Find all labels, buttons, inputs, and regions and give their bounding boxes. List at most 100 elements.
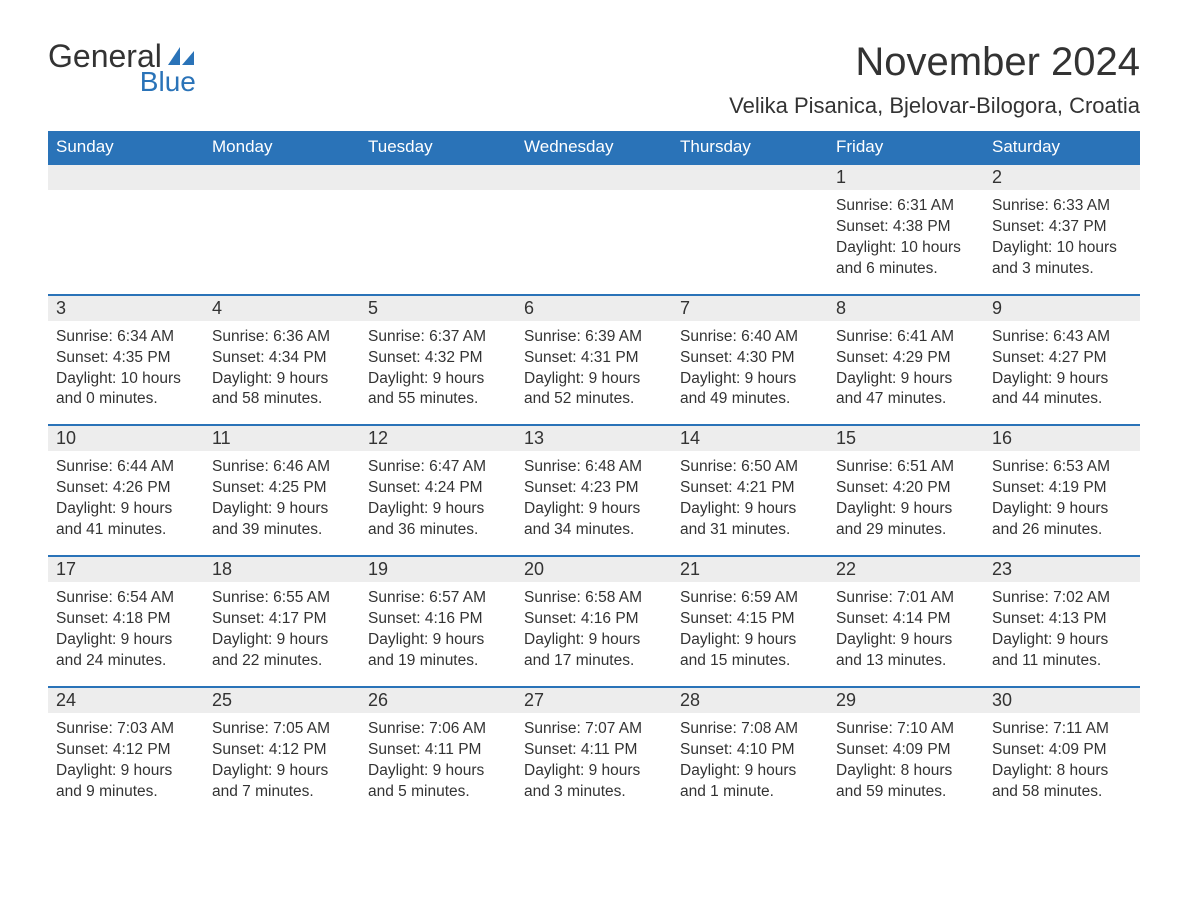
day-number: 25	[204, 686, 360, 713]
daylight-text: and 5 minutes.	[368, 782, 508, 803]
day-cell: 27Sunrise: 7:07 AMSunset: 4:11 PMDayligh…	[516, 686, 672, 803]
sunrise-text: Sunrise: 6:44 AM	[56, 457, 196, 478]
sunrise-text: Sunrise: 7:07 AM	[524, 719, 664, 740]
day-content: Sunrise: 6:48 AMSunset: 4:23 PMDaylight:…	[516, 451, 672, 541]
day-content: Sunrise: 6:51 AMSunset: 4:20 PMDaylight:…	[828, 451, 984, 541]
sunrise-text: Sunrise: 6:33 AM	[992, 196, 1132, 217]
sunset-text: Sunset: 4:21 PM	[680, 478, 820, 499]
day-number: 26	[360, 686, 516, 713]
sunset-text: Sunset: 4:17 PM	[212, 609, 352, 630]
logo: General Blue	[48, 40, 196, 96]
week-row: 10Sunrise: 6:44 AMSunset: 4:26 PMDayligh…	[48, 424, 1140, 541]
day-number: 11	[204, 424, 360, 451]
sunrise-text: Sunrise: 7:03 AM	[56, 719, 196, 740]
sunrise-text: Sunrise: 6:46 AM	[212, 457, 352, 478]
daylight-text: Daylight: 9 hours	[524, 499, 664, 520]
location-text: Velika Pisanica, Bjelovar-Bilogora, Croa…	[729, 93, 1140, 119]
daylight-text: and 7 minutes.	[212, 782, 352, 803]
day-content: Sunrise: 7:02 AMSunset: 4:13 PMDaylight:…	[984, 582, 1140, 672]
daylight-text: and 55 minutes.	[368, 389, 508, 410]
day-content: Sunrise: 6:54 AMSunset: 4:18 PMDaylight:…	[48, 582, 204, 672]
sunrise-text: Sunrise: 6:37 AM	[368, 327, 508, 348]
day-cell: 25Sunrise: 7:05 AMSunset: 4:12 PMDayligh…	[204, 686, 360, 803]
weekday-label: Tuesday	[360, 131, 516, 163]
weeks-container: 1Sunrise: 6:31 AMSunset: 4:38 PMDaylight…	[48, 163, 1140, 802]
day-content: Sunrise: 7:08 AMSunset: 4:10 PMDaylight:…	[672, 713, 828, 803]
daylight-text: and 29 minutes.	[836, 520, 976, 541]
header-row: General Blue November 2024 Velika Pisani…	[48, 40, 1140, 119]
day-content: Sunrise: 6:34 AMSunset: 4:35 PMDaylight:…	[48, 321, 204, 411]
day-number: 3	[48, 294, 204, 321]
day-cell	[672, 163, 828, 280]
weekday-header: Sunday Monday Tuesday Wednesday Thursday…	[48, 131, 1140, 163]
sunrise-text: Sunrise: 6:53 AM	[992, 457, 1132, 478]
day-content: Sunrise: 6:47 AMSunset: 4:24 PMDaylight:…	[360, 451, 516, 541]
daylight-text: and 6 minutes.	[836, 259, 976, 280]
sunset-text: Sunset: 4:32 PM	[368, 348, 508, 369]
day-cell: 15Sunrise: 6:51 AMSunset: 4:20 PMDayligh…	[828, 424, 984, 541]
calendar: Sunday Monday Tuesday Wednesday Thursday…	[48, 131, 1140, 802]
sunset-text: Sunset: 4:12 PM	[212, 740, 352, 761]
day-cell: 23Sunrise: 7:02 AMSunset: 4:13 PMDayligh…	[984, 555, 1140, 672]
day-cell: 16Sunrise: 6:53 AMSunset: 4:19 PMDayligh…	[984, 424, 1140, 541]
daylight-text: and 52 minutes.	[524, 389, 664, 410]
day-cell: 14Sunrise: 6:50 AMSunset: 4:21 PMDayligh…	[672, 424, 828, 541]
day-number: 6	[516, 294, 672, 321]
day-cell: 29Sunrise: 7:10 AMSunset: 4:09 PMDayligh…	[828, 686, 984, 803]
weekday-label: Sunday	[48, 131, 204, 163]
day-number: 28	[672, 686, 828, 713]
day-content: Sunrise: 6:31 AMSunset: 4:38 PMDaylight:…	[828, 190, 984, 280]
weekday-label: Saturday	[984, 131, 1140, 163]
day-content: Sunrise: 6:44 AMSunset: 4:26 PMDaylight:…	[48, 451, 204, 541]
daylight-text: Daylight: 9 hours	[680, 369, 820, 390]
daylight-text: and 24 minutes.	[56, 651, 196, 672]
sunrise-text: Sunrise: 6:55 AM	[212, 588, 352, 609]
daylight-text: and 9 minutes.	[56, 782, 196, 803]
daylight-text: Daylight: 9 hours	[212, 369, 352, 390]
day-content: Sunrise: 6:55 AMSunset: 4:17 PMDaylight:…	[204, 582, 360, 672]
sunset-text: Sunset: 4:11 PM	[524, 740, 664, 761]
daylight-text: and 13 minutes.	[836, 651, 976, 672]
daylight-text: Daylight: 9 hours	[56, 630, 196, 651]
sunset-text: Sunset: 4:11 PM	[368, 740, 508, 761]
sunrise-text: Sunrise: 6:59 AM	[680, 588, 820, 609]
day-number-band	[672, 163, 828, 190]
day-cell	[516, 163, 672, 280]
sunset-text: Sunset: 4:12 PM	[56, 740, 196, 761]
day-number: 29	[828, 686, 984, 713]
week-row: 17Sunrise: 6:54 AMSunset: 4:18 PMDayligh…	[48, 555, 1140, 672]
day-content: Sunrise: 7:07 AMSunset: 4:11 PMDaylight:…	[516, 713, 672, 803]
sunrise-text: Sunrise: 6:54 AM	[56, 588, 196, 609]
sunset-text: Sunset: 4:14 PM	[836, 609, 976, 630]
daylight-text: and 58 minutes.	[992, 782, 1132, 803]
sunset-text: Sunset: 4:16 PM	[524, 609, 664, 630]
sunset-text: Sunset: 4:24 PM	[368, 478, 508, 499]
daylight-text: Daylight: 9 hours	[368, 761, 508, 782]
sunset-text: Sunset: 4:26 PM	[56, 478, 196, 499]
sunrise-text: Sunrise: 6:51 AM	[836, 457, 976, 478]
day-content: Sunrise: 7:11 AMSunset: 4:09 PMDaylight:…	[984, 713, 1140, 803]
daylight-text: and 15 minutes.	[680, 651, 820, 672]
sunrise-text: Sunrise: 7:06 AM	[368, 719, 508, 740]
day-number: 7	[672, 294, 828, 321]
weekday-label: Monday	[204, 131, 360, 163]
sunrise-text: Sunrise: 6:31 AM	[836, 196, 976, 217]
day-content: Sunrise: 6:33 AMSunset: 4:37 PMDaylight:…	[984, 190, 1140, 280]
day-cell: 2Sunrise: 6:33 AMSunset: 4:37 PMDaylight…	[984, 163, 1140, 280]
sunrise-text: Sunrise: 6:47 AM	[368, 457, 508, 478]
day-number: 13	[516, 424, 672, 451]
daylight-text: Daylight: 10 hours	[992, 238, 1132, 259]
daylight-text: and 3 minutes.	[992, 259, 1132, 280]
sunrise-text: Sunrise: 6:36 AM	[212, 327, 352, 348]
daylight-text: and 39 minutes.	[212, 520, 352, 541]
sunrise-text: Sunrise: 6:40 AM	[680, 327, 820, 348]
daylight-text: Daylight: 9 hours	[368, 369, 508, 390]
day-cell: 9Sunrise: 6:43 AMSunset: 4:27 PMDaylight…	[984, 294, 1140, 411]
day-cell: 28Sunrise: 7:08 AMSunset: 4:10 PMDayligh…	[672, 686, 828, 803]
day-content: Sunrise: 7:01 AMSunset: 4:14 PMDaylight:…	[828, 582, 984, 672]
day-number: 2	[984, 163, 1140, 190]
daylight-text: and 11 minutes.	[992, 651, 1132, 672]
day-content: Sunrise: 6:39 AMSunset: 4:31 PMDaylight:…	[516, 321, 672, 411]
day-content: Sunrise: 6:41 AMSunset: 4:29 PMDaylight:…	[828, 321, 984, 411]
day-number: 17	[48, 555, 204, 582]
